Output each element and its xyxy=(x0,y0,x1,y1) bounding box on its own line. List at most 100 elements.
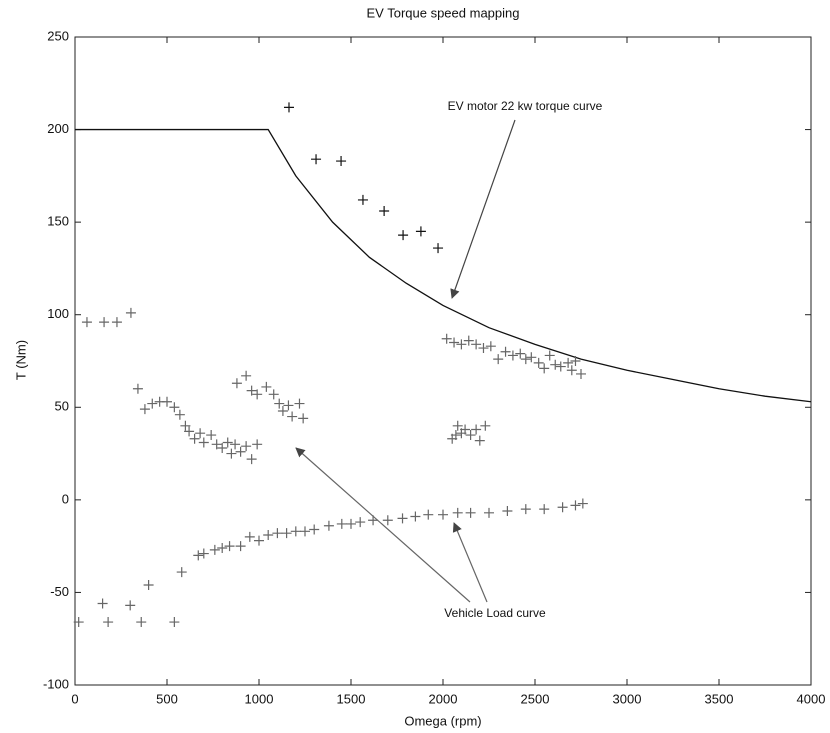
annotation: EV motor 22 kw torque curve xyxy=(448,99,603,113)
data-point xyxy=(272,528,282,538)
data-point xyxy=(545,350,555,360)
x-tick-label: 2000 xyxy=(429,691,458,706)
data-point xyxy=(245,532,255,542)
data-point xyxy=(241,371,251,381)
data-point xyxy=(287,412,297,422)
y-tick-label: 50 xyxy=(55,399,69,414)
data-point xyxy=(261,382,271,392)
data-point xyxy=(230,439,240,449)
data-point xyxy=(223,437,233,447)
data-point xyxy=(466,430,476,440)
x-tick-label: 3500 xyxy=(705,691,734,706)
data-point xyxy=(193,550,203,560)
data-point xyxy=(195,428,205,438)
data-point xyxy=(355,517,365,527)
data-point xyxy=(177,567,187,577)
data-point xyxy=(206,430,216,440)
data-point xyxy=(453,508,463,518)
x-tick-label: 500 xyxy=(156,691,178,706)
data-point xyxy=(254,536,264,546)
data-point xyxy=(236,541,246,551)
x-axis-label: Omega (rpm) xyxy=(404,713,481,728)
data-point xyxy=(294,399,304,409)
data-point xyxy=(576,369,586,379)
data-point xyxy=(291,526,301,536)
data-point xyxy=(217,543,227,553)
data-point xyxy=(99,317,109,327)
data-point xyxy=(416,226,426,236)
data-point xyxy=(210,545,220,555)
data-point xyxy=(471,425,481,435)
data-point xyxy=(284,102,294,112)
data-point xyxy=(502,506,512,516)
data-point xyxy=(144,580,154,590)
data-point xyxy=(311,154,321,164)
data-point xyxy=(398,513,408,523)
data-point xyxy=(225,541,235,551)
data-point xyxy=(82,317,92,327)
data-point xyxy=(252,439,262,449)
x-tick-label: 1000 xyxy=(245,691,274,706)
data-point xyxy=(521,354,531,364)
data-point xyxy=(263,530,273,540)
data-point xyxy=(236,447,246,457)
annotation-arrow xyxy=(454,523,487,602)
data-point xyxy=(162,397,172,407)
data-point xyxy=(282,528,292,538)
data-point xyxy=(199,549,209,559)
annotation-arrow xyxy=(296,448,470,602)
data-point xyxy=(298,413,308,423)
data-point xyxy=(133,384,143,394)
torque-curve xyxy=(75,130,811,402)
data-point xyxy=(346,519,356,529)
x-tick-label: 2500 xyxy=(521,691,550,706)
data-point xyxy=(169,617,179,627)
chart-title: EV Torque speed mapping xyxy=(367,5,520,20)
y-tick-label: 150 xyxy=(47,214,69,229)
data-point xyxy=(324,521,334,531)
y-tick-label: 0 xyxy=(62,491,69,506)
data-point xyxy=(140,404,150,414)
data-point xyxy=(98,599,108,609)
data-point xyxy=(398,230,408,240)
data-point xyxy=(539,504,549,514)
data-point xyxy=(169,402,179,412)
data-point xyxy=(300,526,310,536)
data-point xyxy=(570,356,580,366)
y-tick-label: 250 xyxy=(47,28,69,43)
data-point xyxy=(578,499,588,509)
data-point xyxy=(570,500,580,510)
data-point xyxy=(423,510,433,520)
data-point xyxy=(466,508,476,518)
data-point xyxy=(410,512,420,522)
data-point xyxy=(232,378,242,388)
data-point xyxy=(358,195,368,205)
data-point xyxy=(383,515,393,525)
data-point xyxy=(283,400,293,410)
annotation: Vehicle Load curve xyxy=(444,606,546,620)
x-tick-label: 0 xyxy=(71,691,78,706)
data-point xyxy=(269,389,279,399)
data-point xyxy=(126,308,136,318)
data-point xyxy=(379,206,389,216)
data-point xyxy=(368,515,378,525)
data-point xyxy=(175,410,185,420)
data-point xyxy=(190,434,200,444)
data-point xyxy=(550,360,560,370)
data-point xyxy=(103,617,113,627)
data-point xyxy=(241,441,251,451)
y-tick-label: -50 xyxy=(50,584,69,599)
data-point xyxy=(558,502,568,512)
y-tick-label: -100 xyxy=(43,676,69,691)
x-tick-label: 1500 xyxy=(337,691,366,706)
data-point xyxy=(336,156,346,166)
data-point xyxy=(147,399,157,409)
data-point xyxy=(486,341,496,351)
data-point xyxy=(539,363,549,373)
data-point xyxy=(247,454,257,464)
y-tick-label: 200 xyxy=(47,121,69,136)
data-point xyxy=(136,617,146,627)
data-point xyxy=(125,600,135,610)
data-point xyxy=(438,510,448,520)
data-point xyxy=(493,354,503,364)
